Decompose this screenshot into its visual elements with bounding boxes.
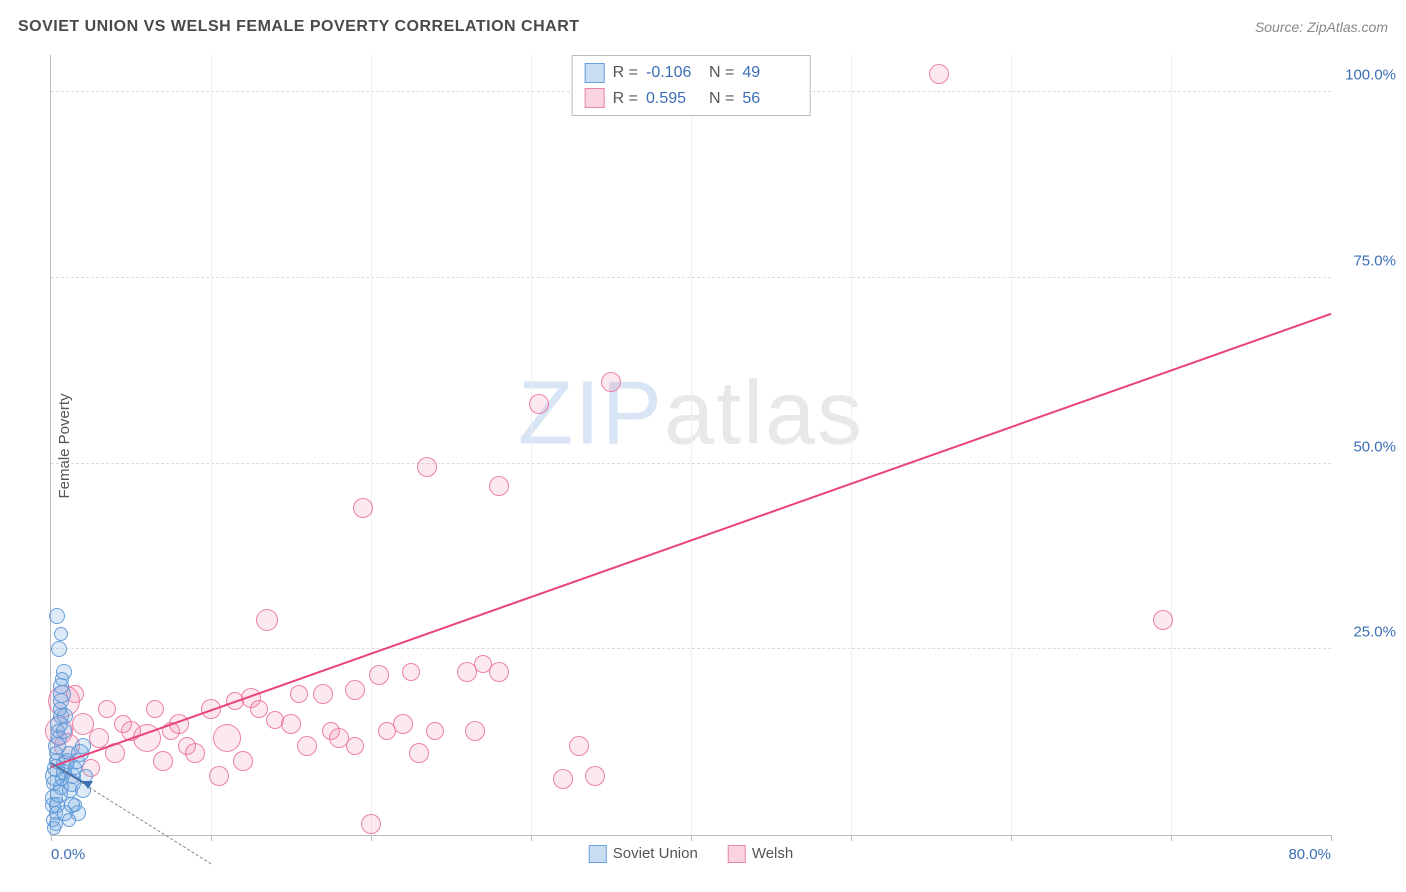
data-point-pink [233, 751, 253, 771]
gridline-vertical [1011, 55, 1012, 835]
data-point-pink [209, 766, 229, 786]
data-point-pink [361, 814, 381, 834]
gridline-vertical [1171, 55, 1172, 835]
data-point-pink [250, 700, 268, 718]
data-point-pink [426, 722, 444, 740]
x-tick-label: 0.0% [51, 846, 85, 863]
data-point-pink [153, 751, 173, 771]
x-tick [211, 835, 212, 841]
data-point-pink [290, 685, 308, 703]
chart-title: SOVIET UNION VS WELSH FEMALE POVERTY COR… [18, 18, 580, 36]
stats-r-value: 0.595 [646, 86, 701, 112]
data-point-pink [409, 743, 429, 763]
data-point-pink [929, 64, 949, 84]
stats-row-blue: R = -0.106 N = 49 [585, 60, 798, 86]
x-tick [531, 835, 532, 841]
data-point-pink [313, 684, 333, 704]
data-point-pink [417, 457, 437, 477]
legend-item-blue: Soviet Union [589, 845, 698, 863]
data-point-pink [529, 394, 549, 414]
legend-item-pink: Welsh [728, 845, 793, 863]
data-point-pink [553, 769, 573, 789]
swatch-pink-icon [585, 88, 605, 108]
stats-r-label: R = [613, 86, 638, 112]
legend-label: Soviet Union [613, 845, 698, 862]
data-point-pink [256, 609, 278, 631]
data-point-pink [402, 663, 420, 681]
data-point-pink [1153, 610, 1173, 630]
y-tick-label: 75.0% [1336, 252, 1396, 269]
x-tick [691, 835, 692, 841]
data-point-pink [345, 680, 365, 700]
data-point-pink [353, 498, 373, 518]
data-point-blue [49, 608, 65, 624]
x-tick [1331, 835, 1332, 841]
data-point-blue [56, 664, 72, 680]
x-tick [51, 835, 52, 841]
gridline-vertical [531, 55, 532, 835]
y-tick-label: 25.0% [1336, 624, 1396, 641]
plot-area: ZIPatlas R =-0.106N =49R =0.595N =56 Sov… [50, 55, 1331, 836]
data-point-pink [281, 714, 301, 734]
data-point-pink [489, 662, 509, 682]
legend-label: Welsh [752, 845, 793, 862]
data-point-blue [57, 708, 73, 724]
x-tick [851, 835, 852, 841]
data-point-pink [98, 700, 116, 718]
data-point-blue [56, 723, 72, 739]
y-tick-label: 100.0% [1336, 67, 1396, 84]
data-point-pink [393, 714, 413, 734]
data-point-blue [62, 813, 76, 827]
stats-r-value: -0.106 [646, 60, 701, 86]
data-point-pink [346, 737, 364, 755]
gridline-vertical [691, 55, 692, 835]
arrowhead-icon [83, 781, 93, 789]
data-point-pink [585, 766, 605, 786]
stats-legend-box: R = -0.106 N = 49 R = 0.595 N = 56 [572, 55, 811, 116]
series-legend: Soviet Union Welsh [589, 845, 793, 863]
data-point-pink [297, 736, 317, 756]
data-point-blue [64, 797, 80, 813]
gridline-vertical [371, 55, 372, 835]
data-point-pink [489, 476, 509, 496]
x-tick-label: 80.0% [1288, 846, 1331, 863]
data-point-pink [465, 721, 485, 741]
data-point-pink [569, 736, 589, 756]
data-point-pink [146, 700, 164, 718]
y-tick-label: 50.0% [1336, 438, 1396, 455]
swatch-pink-icon [728, 845, 746, 863]
x-tick [371, 835, 372, 841]
swatch-blue-icon [585, 63, 605, 83]
gridline-vertical [851, 55, 852, 835]
stats-row-pink: R = 0.595 N = 56 [585, 86, 798, 112]
data-point-pink [213, 724, 241, 752]
chart-source: Source: ZipAtlas.com [1255, 19, 1388, 35]
swatch-blue-icon [589, 845, 607, 863]
data-point-pink [185, 743, 205, 763]
stats-r-label: R = [613, 60, 638, 86]
data-point-blue [51, 641, 67, 657]
stats-n-label: N = [709, 86, 734, 112]
data-point-pink [369, 665, 389, 685]
stats-n-value: 56 [742, 86, 797, 112]
stats-n-value: 49 [742, 60, 797, 86]
stats-n-label: N = [709, 60, 734, 86]
data-point-blue [54, 627, 68, 641]
x-tick [1171, 835, 1172, 841]
x-tick [1011, 835, 1012, 841]
data-point-pink [601, 372, 621, 392]
